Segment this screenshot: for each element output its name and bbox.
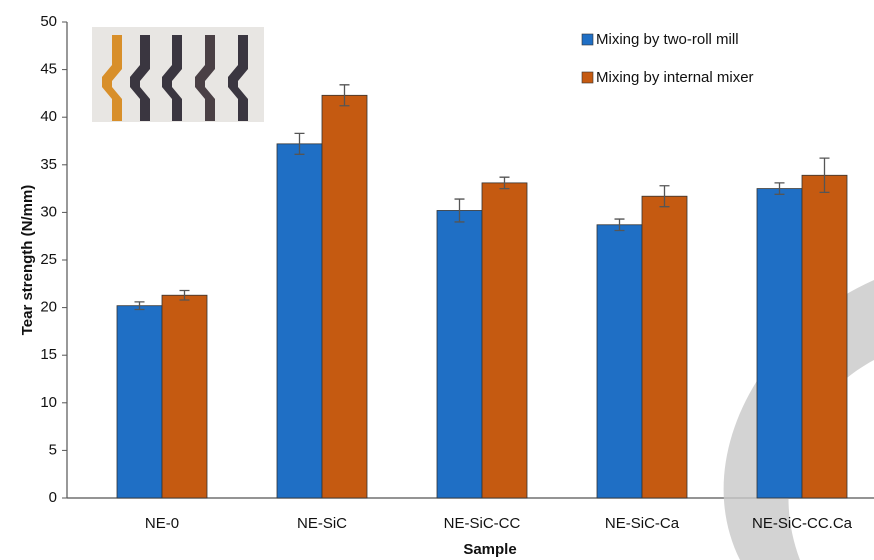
y-tick-label: 25	[40, 251, 57, 268]
y-tick-label: 30	[40, 203, 57, 220]
legend-swatch	[581, 71, 594, 84]
error-bar	[454, 198, 465, 223]
y-axis-label: Tear strength (N/mm)	[19, 185, 36, 336]
x-tick-label: NE-SiC-CC	[444, 515, 521, 532]
bar	[641, 195, 688, 499]
error-bar	[499, 176, 510, 190]
error-bar	[294, 132, 305, 155]
legend-label: Mixing by internal mixer	[596, 69, 754, 86]
x-tick-label: NE-SiC-CC.Ca	[752, 515, 853, 532]
y-tick-label: 15	[40, 346, 57, 363]
error-bar	[659, 185, 670, 208]
x-axis-label: Sample	[463, 541, 516, 558]
bar	[756, 188, 803, 499]
inset-photo	[92, 27, 264, 122]
error-bar	[819, 157, 830, 194]
error-bar	[339, 84, 350, 107]
y-tick-label: 10	[40, 394, 57, 411]
bar	[801, 174, 848, 499]
bar	[161, 294, 208, 499]
x-tick-label: NE-SiC	[297, 515, 347, 532]
bar	[321, 94, 368, 499]
y-tick-label: 50	[40, 13, 57, 30]
legend-swatch	[581, 33, 594, 46]
y-tick-label: 5	[49, 441, 57, 458]
bar	[596, 224, 643, 499]
error-bar	[774, 182, 785, 195]
error-bar	[134, 301, 145, 311]
y-tick-label: 0	[49, 489, 57, 506]
bar	[276, 143, 323, 499]
error-bar	[179, 289, 190, 301]
error-bar	[614, 218, 625, 232]
y-tick-label: 20	[40, 299, 57, 316]
y-tick-label: 45	[40, 61, 57, 78]
y-tick-label: 40	[40, 108, 57, 125]
bar	[481, 182, 528, 499]
x-tick-label: NE-0	[145, 515, 179, 532]
x-tick-label: NE-SiC-Ca	[605, 515, 680, 532]
y-tick-label: 35	[40, 156, 57, 173]
bar	[436, 210, 483, 499]
bar	[116, 305, 163, 499]
legend-label: Mixing by two-roll mill	[596, 31, 739, 48]
